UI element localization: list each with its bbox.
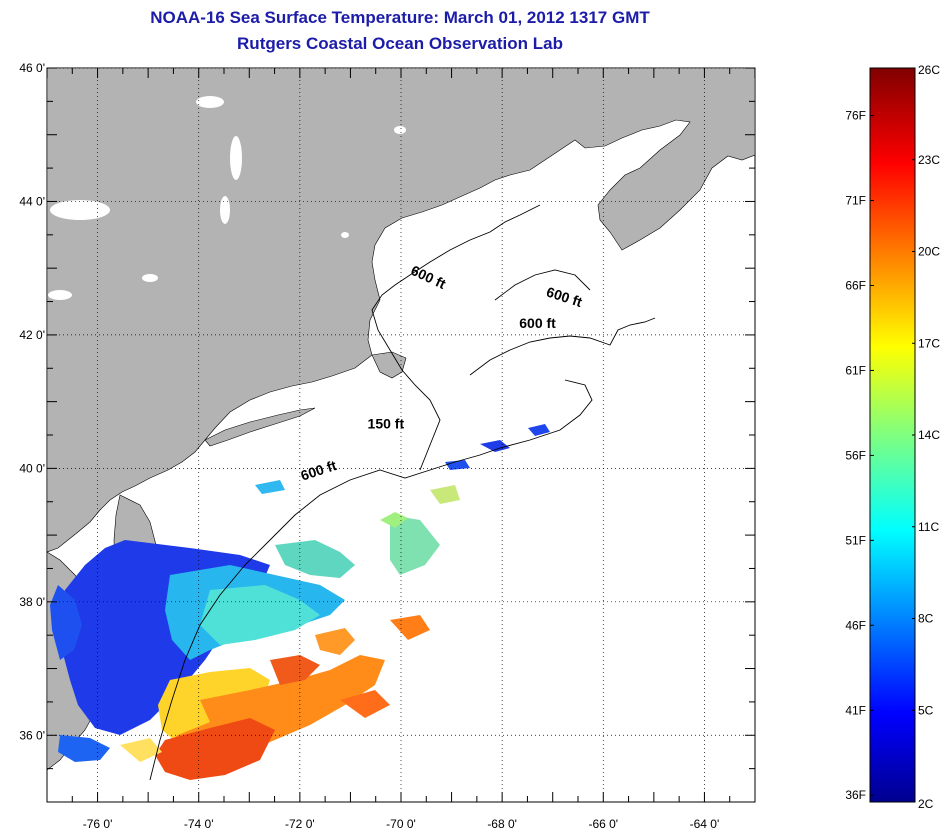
map-title: NOAA-16 Sea Surface Temperature: March 0…	[150, 8, 650, 27]
latitude-ticks: 46 0' 44 0' 42 0' 40 0' 38 0' 36 0'	[19, 61, 755, 803]
lon-tick-label-6: -64 0'	[690, 817, 720, 831]
cb-fahrenheit-label-7: 41F	[845, 703, 866, 717]
lat-tick-label-5: 36 0'	[19, 728, 45, 742]
cb-fahrenheit-label-0: 76F	[845, 109, 866, 123]
cape-cod	[371, 351, 407, 379]
cb-celsius-label-7: 5C	[918, 703, 934, 717]
cb-celsius-label-4: 14C	[918, 428, 940, 442]
lon-tick-label-3: -70 0'	[386, 817, 416, 831]
cb-celsius-label-3: 17C	[918, 336, 940, 350]
lat-tick-label-1: 44 0'	[19, 194, 45, 208]
lon-tick-label-2: -72 0'	[285, 817, 315, 831]
colorbar: 26C 23C 20C 17C 14C 11C 8C 5C 2C 76F 71F 66F 61F 56F…	[845, 63, 940, 811]
long-island	[204, 407, 316, 447]
cb-fahrenheit-label-1: 71F	[845, 194, 866, 208]
lon-tick-label-4: -68 0'	[487, 817, 517, 831]
lakes	[48, 96, 406, 300]
lat-tick-label-4: 38 0'	[19, 595, 45, 609]
cb-celsius-label-8: 2C	[918, 797, 934, 811]
cb-fahrenheit-label-2: 66F	[845, 278, 866, 292]
cb-celsius-label-6: 8C	[918, 612, 934, 626]
lat-tick-label-0: 46 0'	[19, 61, 45, 75]
cb-celsius-label-0: 26C	[918, 63, 940, 77]
contour-label-3: 150 ft	[368, 415, 405, 431]
colorbar-celsius-labels: 26C 23C 20C 17C 14C 11C 8C 5C 2C	[912, 63, 940, 811]
lat-tick-label-2: 42 0'	[19, 328, 45, 342]
bathymetry-contours	[149, 204, 656, 781]
cb-celsius-label-2: 20C	[918, 245, 940, 259]
longitude-ticks: -76 0' -74 0' -72 0' -70 0' -68 0' -66 0' -64 …	[46, 68, 756, 831]
colorbar-gradient	[869, 67, 916, 803]
cb-celsius-label-1: 23C	[918, 153, 940, 167]
cb-fahrenheit-label-3: 61F	[845, 363, 866, 377]
cb-celsius-label-5: 11C	[918, 520, 939, 534]
lon-tick-label-1: -74 0'	[184, 817, 214, 831]
colorbar-fahrenheit-labels: 76F 71F 66F 61F 56F 51F 46F 41F 36F	[845, 109, 874, 802]
contour-label-2: 600 ft	[519, 315, 556, 331]
map-subtitle: Rutgers Coastal Ocean Observation Lab	[237, 34, 563, 53]
north-america-land	[47, 68, 755, 553]
lon-tick-label-5: -66 0'	[588, 817, 618, 831]
cb-fahrenheit-label-5: 51F	[845, 533, 866, 547]
cb-fahrenheit-label-4: 56F	[845, 448, 866, 462]
lat-tick-label-3: 40 0'	[19, 461, 45, 475]
lon-tick-label-0: -76 0'	[83, 817, 113, 831]
cb-fahrenheit-label-6: 46F	[845, 618, 866, 632]
sst-warm-region	[120, 615, 430, 780]
cb-fahrenheit-label-8: 36F	[845, 788, 866, 802]
